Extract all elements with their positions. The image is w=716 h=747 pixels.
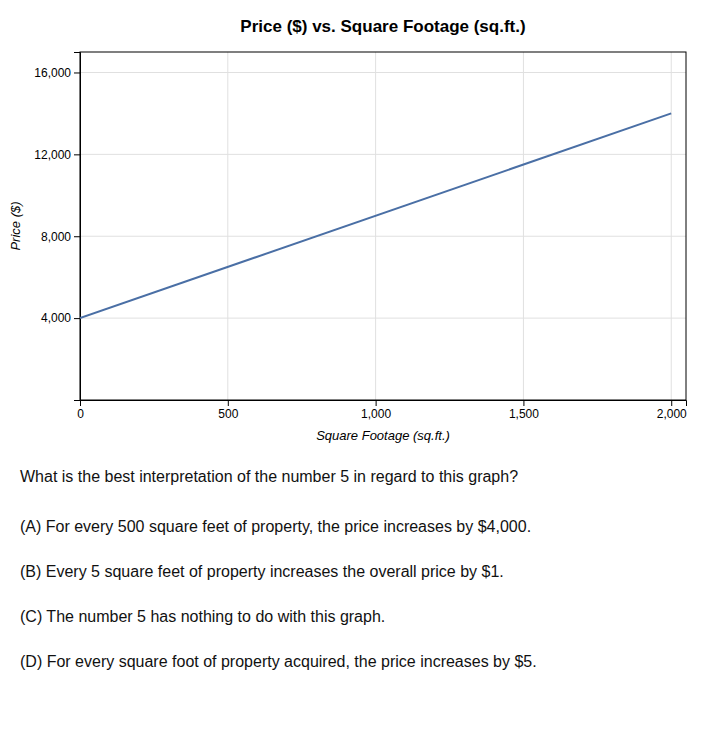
- grid-line-x: [523, 52, 524, 400]
- x-tick-label: 2,000: [657, 407, 687, 421]
- chart: 0 500 1,000 1,500 2,000 4,000 8,000 12,000 16,00…: [0, 0, 716, 747]
- x-tick-mark: [376, 400, 377, 406]
- plot: 0 500 1,000 1,500 2,000 4,000 8,000 12,000 16,00…: [34, 52, 687, 421]
- y-axis: 4,000 8,000 12,000 16,000: [34, 53, 80, 401]
- marks: [80, 113, 671, 318]
- choice-text: (A) For every 500 square feet of propert…: [20, 518, 531, 535]
- y-tick: 4,000: [41, 311, 80, 325]
- x-tick-mark: [523, 400, 524, 406]
- x-axis: 0 500 1,000 1,500 2,000: [77, 400, 687, 421]
- y-tick: 8,000: [41, 230, 80, 244]
- x-tick-mark: [228, 400, 229, 406]
- y-tick: 12,000: [34, 148, 80, 162]
- choice-text: (C) The number 5 has nothing to do with …: [20, 608, 385, 625]
- grid: [80, 52, 686, 400]
- x-tick: 2,000: [657, 400, 687, 421]
- x-tick-label: 1,500: [509, 407, 539, 421]
- line: [80, 113, 671, 318]
- x-axis-label: Square Footage (sq.ft.): [316, 428, 450, 443]
- y-tick-label: 16,000: [34, 66, 71, 80]
- choice-text: (D) For every square foot of property ac…: [20, 653, 537, 670]
- x-tick-label: 1,000: [361, 407, 391, 421]
- x-tick: 1,000: [361, 400, 391, 421]
- x-tick: 500: [218, 400, 238, 421]
- grid-line-y: [80, 236, 686, 237]
- x-tick-label: 0: [77, 407, 84, 421]
- grid-line-y: [80, 72, 686, 73]
- plot-frame: [80, 52, 686, 400]
- grid-line-x: [227, 52, 228, 400]
- grid-line-x: [375, 52, 376, 400]
- x-tick: 0: [77, 400, 84, 421]
- y-tick: 16,000: [34, 66, 80, 80]
- y-tick-mark: [74, 72, 80, 73]
- choice-text: (B) Every 5 square feet of property incr…: [20, 563, 504, 580]
- title: Price ($) vs. Square Footage (sq.ft.): [240, 17, 525, 36]
- x-tick: 1,500: [509, 400, 539, 421]
- grid-line-x: [671, 52, 672, 400]
- grid-line-y: [80, 318, 686, 319]
- grid-line-y: [80, 154, 686, 155]
- y-tick-mark: [74, 318, 80, 319]
- y-axis-label: Price ($): [8, 201, 23, 250]
- y-tick-mark: [74, 236, 80, 237]
- x-tick-label: 500: [218, 407, 238, 421]
- y-tick-label: 4,000: [41, 311, 71, 325]
- x-axis-line: [81, 401, 687, 407]
- y-tick-label: 12,000: [34, 148, 71, 162]
- y-tick-mark: [74, 154, 80, 155]
- y-axis-line: [74, 53, 81, 401]
- x-tick-mark: [671, 400, 672, 406]
- question-text: What is the best interpretation of the n…: [20, 468, 518, 485]
- y-tick-label: 8,000: [41, 230, 71, 244]
